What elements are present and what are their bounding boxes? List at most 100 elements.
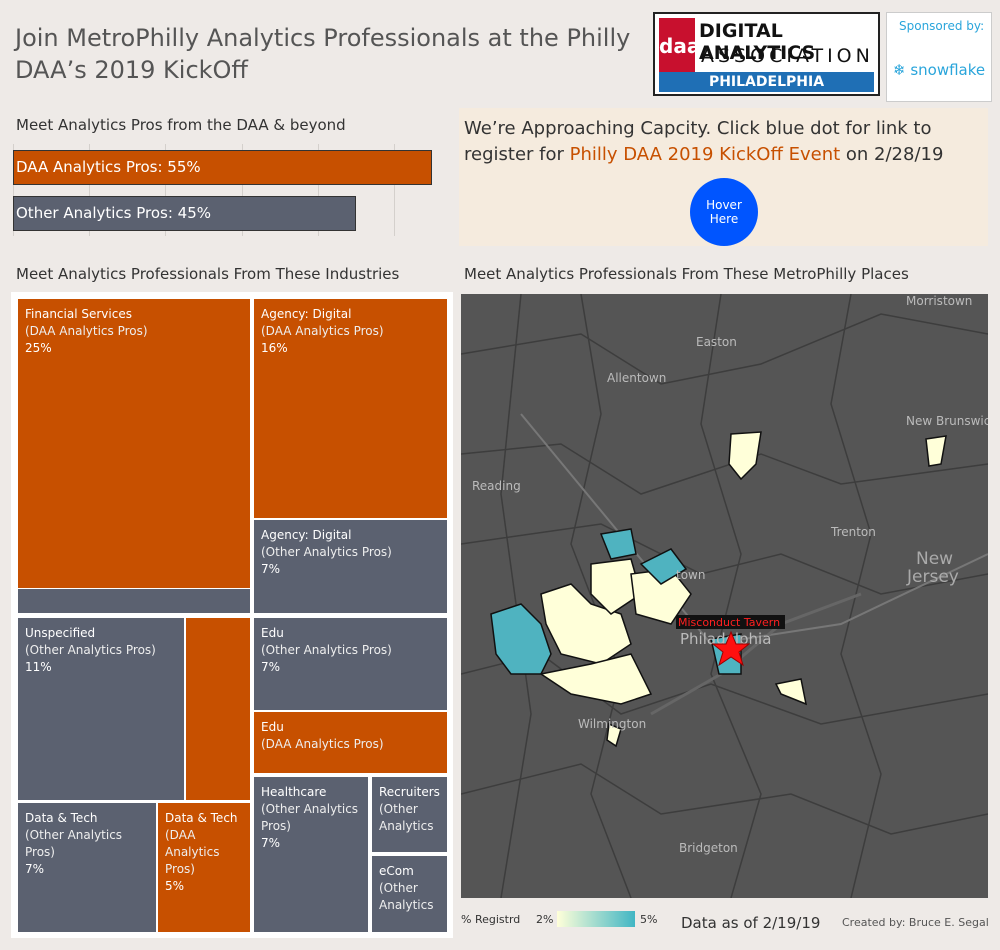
cell-name: Financial Services — [25, 307, 132, 321]
sponsor-box: Sponsored by: ❄ snowflake — [886, 12, 992, 102]
treemap-cell: Edu (Other Analytics Pros) 7% — [254, 618, 447, 710]
logo-line: DIGITAL ANALYTICS — [699, 20, 816, 64]
place: New — [916, 549, 953, 569]
cell-name: eCom — [379, 864, 414, 878]
place: New Brunswic — [906, 414, 988, 428]
cell-group: (Other Analytics Pros) — [261, 643, 392, 657]
cell-group: (Other Analytics Pros) — [25, 643, 156, 657]
treemap-title: Meet Analytics Professionals From These … — [16, 265, 400, 283]
treemap-cell: Edu (DAA Analytics Pros) — [254, 712, 447, 773]
cell-name: Data & Tech — [25, 811, 98, 825]
cell-value: 7% — [25, 862, 45, 876]
logo-line: PHILADELPHIA — [659, 72, 874, 92]
logo-mark: daa — [659, 18, 700, 74]
sponsor-label: Sponsored by: — [899, 19, 985, 33]
bar-label: DAA Analytics Pros: 55% — [16, 158, 201, 176]
grid-line — [89, 144, 91, 236]
place: Wilmington — [578, 717, 646, 731]
data-date: Data as of 2/19/19 — [681, 914, 821, 932]
notice: We’re Approaching Capcity. Click blue do… — [459, 108, 988, 246]
place: Morristown — [906, 294, 972, 308]
sponsor: ❄ snowflake — [893, 61, 986, 79]
place: Trenton — [830, 525, 876, 539]
place: Easton — [696, 335, 737, 349]
grid-line — [13, 144, 14, 236]
cell-name: Agency: Digital — [261, 528, 352, 542]
cell-group: (DAA Analytics Pros) — [25, 324, 148, 338]
map: Morristown Easton Allentown New Brunswic… — [461, 294, 988, 898]
river — [650, 592, 862, 716]
cell-group: (Other Analytics Pros) — [261, 802, 359, 833]
bar-label: Other Analytics Pros: 45% — [16, 204, 212, 222]
regions — [490, 431, 947, 748]
treemap-cell: Data & Tech (Other Analytics Pros) 7% — [18, 803, 156, 932]
place: Jersey — [906, 567, 959, 587]
treemap-cell — [186, 618, 250, 800]
cell-group: (Other Analytics — [379, 881, 434, 912]
cell-group: (DAA Analytics Pros) — [261, 737, 384, 751]
venue-star[interactable] — [711, 630, 751, 667]
credit: Created by: Bruce E. Segal — [842, 916, 989, 929]
cell-value: 7% — [261, 660, 281, 674]
cell-group: (Other Analytics Pros) — [261, 545, 392, 559]
cell-group: (DAA Analytics Pros) — [261, 324, 384, 338]
legend-title: % Registrd — [461, 913, 521, 926]
legend-min: 2% — [536, 913, 554, 926]
cell-value: 25% — [25, 341, 52, 355]
treemap-cell: eCom (Other Analytics — [372, 856, 447, 932]
cell-group: (DAA Analytics Pros) — [165, 828, 220, 876]
cell-value: 11% — [25, 660, 52, 674]
cell-name: Agency: Digital — [261, 307, 352, 321]
cell-name: Unspecified — [25, 626, 96, 640]
cell-name: Recruiters — [379, 785, 440, 799]
cell-group: (Other Analytics Pros) — [25, 828, 123, 859]
treemap-cell: Financial Services (DAA Analytics Pros) 25… — [18, 299, 250, 588]
place: Allentown — [607, 371, 666, 385]
logo-line: ASSOCIATION — [701, 45, 874, 67]
hover-button[interactable]: Hover Here — [690, 178, 758, 246]
cell-value: 16% — [261, 341, 288, 355]
legend-gradient — [557, 911, 635, 927]
cell-name: Edu — [261, 626, 284, 640]
bar — [13, 196, 356, 231]
state-line — [520, 413, 988, 646]
treemap-cell: Recruiters (Other Analytics — [372, 777, 447, 852]
treemap-cell — [18, 589, 250, 613]
bar-title: Meet Analytics Pros from the DAA & beyon… — [16, 116, 346, 134]
legend-max: 5% — [640, 913, 658, 926]
treemap-cell: Data & Tech (DAA Analytics Pros) 5% — [158, 803, 250, 932]
place: Bridgeton — [679, 841, 738, 855]
place-labels: Morristown Easton Allentown New Brunswic… — [472, 294, 988, 855]
treemap-cell: Healthcare (Other Analytics Pros) 7% — [254, 777, 368, 932]
bar-chart: DAA Analytics Pros: 55% Other Analytics P… — [0, 140, 458, 238]
notice-link[interactable]: Philly DAA 2019 KickOff Event — [569, 144, 841, 165]
treemap-cell: Agency: Digital (DAA Analytics Pros) 16% — [254, 299, 447, 518]
annotation: Misconduct Tavern — [678, 616, 780, 629]
place: Reading — [472, 479, 521, 493]
place: town — [676, 568, 705, 582]
treemap-cell: Unspecified (Other Analytics Pros) 11% — [18, 618, 184, 800]
cell-name: Edu — [261, 720, 284, 734]
treemap-cell: Agency: Digital (Other Analytics Pros) 7% — [254, 520, 447, 613]
cell-value: 5% — [165, 879, 185, 893]
grid-line — [394, 144, 396, 236]
title: Join MetroPhilly Analytics Professionals… — [15, 24, 631, 84]
grid-line — [241, 144, 243, 236]
notice-text: We’re Approaching Capcity. Click blue do… — [464, 116, 974, 168]
sponsor-name: snowflake — [910, 61, 986, 79]
cell-value: 7% — [261, 836, 281, 850]
cell-name: Data & Tech — [165, 811, 238, 825]
map-title: Meet Analytics Professionals From These … — [464, 265, 909, 283]
grid-line — [165, 144, 167, 236]
cell-value: 7% — [261, 562, 281, 576]
annotation-bg — [676, 615, 785, 629]
treemap: Financial Services (DAA Analytics Pros) 25… — [11, 292, 453, 938]
notice-text: on 2/28/19 — [840, 144, 944, 165]
cell-group: (Other Analytics — [379, 802, 434, 833]
grid-line — [317, 144, 319, 236]
logo: daa DIGITAL ANALYTICS ASSOCIATION PHILAD… — [653, 12, 880, 96]
bar — [13, 150, 433, 185]
map-bg — [461, 294, 988, 898]
notice-text: We’re Approaching Capcity. Click blue do… — [464, 118, 932, 165]
